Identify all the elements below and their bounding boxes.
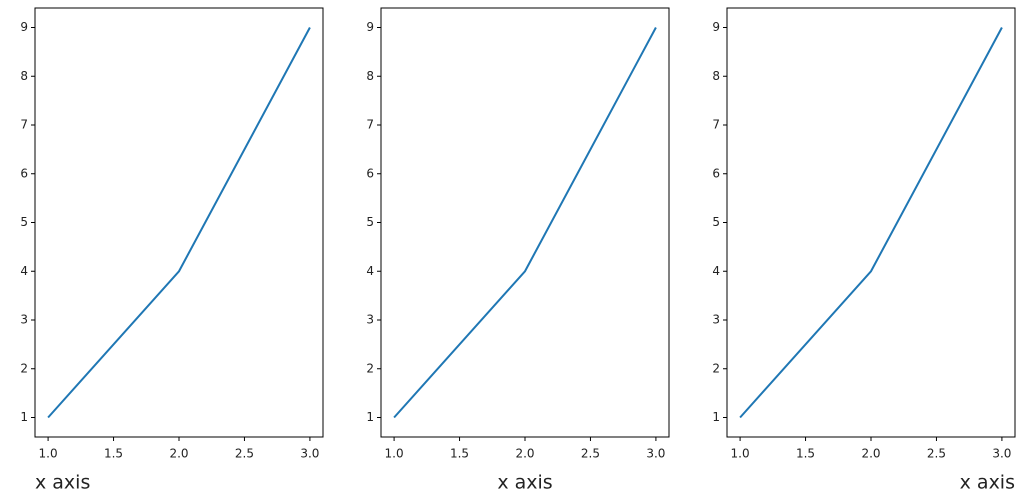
y-tick-label: 2	[20, 361, 28, 375]
y-tick-label: 4	[712, 264, 720, 278]
x-tick-label: 2.0	[861, 447, 880, 461]
x-tick-label: 2.5	[927, 447, 946, 461]
y-tick-label: 4	[20, 264, 28, 278]
y-tick-label: 5	[712, 215, 720, 229]
y-tick-label: 1	[20, 410, 28, 424]
x-axis-label: x axis	[960, 472, 1015, 494]
line	[739, 27, 1003, 419]
x-tick-label: 1.0	[731, 447, 750, 461]
y-tick-label: 7	[366, 118, 374, 132]
x-axis-label: x axis	[35, 472, 90, 494]
y-tick-label: 1	[366, 410, 374, 424]
y-tick-label: 9	[712, 20, 720, 34]
y-tick-label: 6	[20, 166, 28, 180]
x-axis-label: x axis	[497, 472, 552, 494]
y-tick-label: 6	[712, 166, 720, 180]
y-tick-label: 2	[712, 361, 720, 375]
y-tick-label: 2	[366, 361, 374, 375]
y-tick-label: 7	[20, 118, 28, 132]
x-tick-label: 1.0	[385, 447, 404, 461]
y-tick-label: 3	[20, 313, 28, 327]
axes-frame	[34, 7, 324, 438]
y-tick-label: 6	[366, 166, 374, 180]
y-tick-label: 9	[366, 20, 374, 34]
y-tick-label: 8	[20, 69, 28, 83]
x-tick-label: 2.0	[169, 447, 188, 461]
line	[393, 27, 657, 419]
x-tick-label: 3.0	[300, 447, 319, 461]
y-tick-label: 7	[712, 118, 720, 132]
y-tick-label: 3	[366, 313, 374, 327]
x-tick-label: 3.0	[992, 447, 1011, 461]
y-tick-label: 8	[712, 69, 720, 83]
x-tick-label: 1.5	[450, 447, 469, 461]
line	[47, 27, 311, 419]
y-tick-label: 3	[712, 313, 720, 327]
x-tick-label: 1.0	[39, 447, 58, 461]
x-tick-label: 1.5	[104, 447, 123, 461]
x-tick-label: 2.5	[235, 447, 254, 461]
y-tick-label: 5	[20, 215, 28, 229]
y-tick-label: 5	[366, 215, 374, 229]
x-tick-label: 3.0	[646, 447, 665, 461]
axes-frame	[726, 7, 1016, 438]
x-tick-label: 2.5	[581, 447, 600, 461]
y-tick-label: 4	[366, 264, 374, 278]
axes-frame	[380, 7, 670, 438]
y-tick-label: 9	[20, 20, 28, 34]
y-tick-label: 8	[366, 69, 374, 83]
x-tick-label: 1.5	[796, 447, 815, 461]
y-tick-label: 1	[712, 410, 720, 424]
x-tick-label: 2.0	[515, 447, 534, 461]
